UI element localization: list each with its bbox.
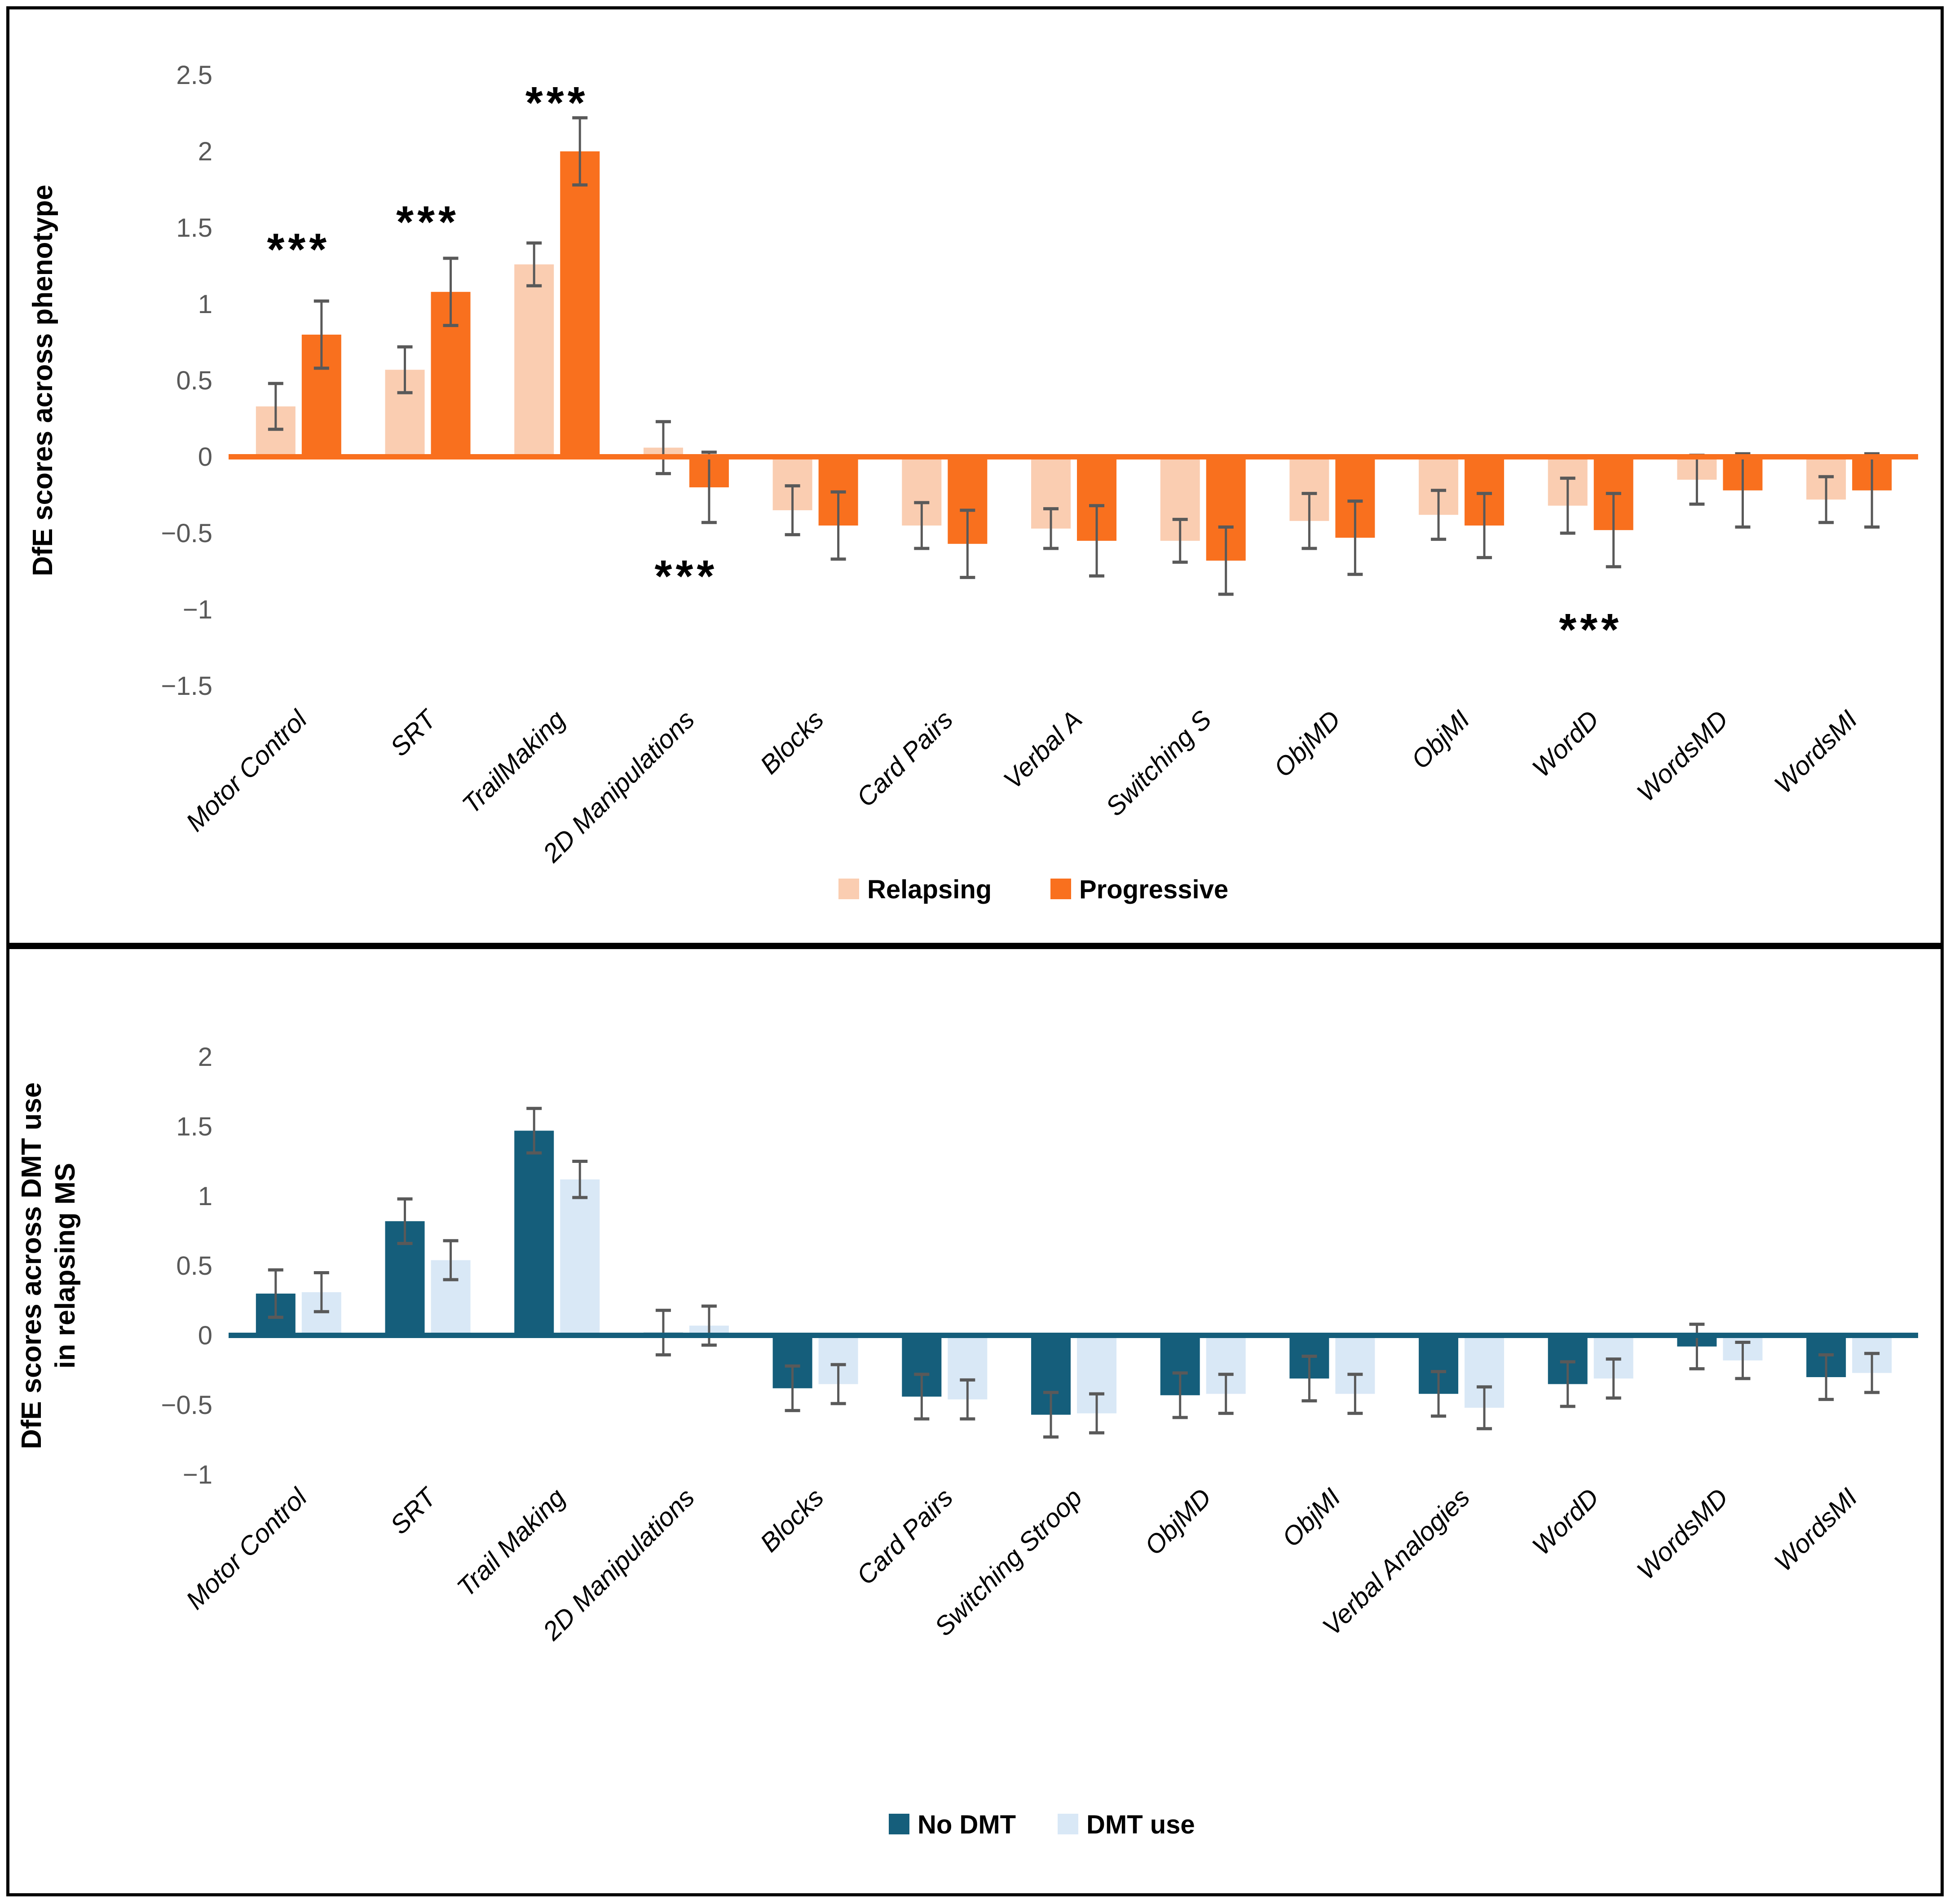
- x-category-label: Verbal A: [998, 705, 1088, 795]
- dmt-chart: 2 1.5 1 0.5 0 −0.5 −1 DfE scores across DMT use…: [16, 1043, 1918, 1839]
- legend-swatch-no-dmt: [889, 1814, 909, 1834]
- y-axis-title: DfE scores across phenotype: [27, 185, 58, 576]
- x-category-label: Motor Control: [181, 704, 313, 837]
- y-tick-label: 2: [198, 1043, 212, 1072]
- legend-label-dmt-use: DMT use: [1086, 1810, 1195, 1839]
- y-tick-label: 0.5: [176, 1251, 212, 1281]
- legend-swatch-relapsing: [838, 879, 859, 899]
- bar-no-dmt: [514, 1131, 554, 1335]
- significance-stars: ***: [655, 551, 718, 601]
- bar-progressive: [560, 151, 600, 457]
- y-tick-label: 0.5: [176, 366, 212, 395]
- x-category-label: Blocks: [754, 1483, 829, 1558]
- y-tick-label: 0: [198, 442, 212, 472]
- dmt-chart-panel: 2 1.5 1 0.5 0 −0.5 −1 DfE scores across DMT use…: [6, 946, 1944, 1896]
- significance-stars: ***: [1559, 605, 1622, 655]
- x-category-label: ObjMD: [1268, 705, 1346, 783]
- y-tick-label: −1.5: [161, 671, 213, 701]
- bar-dmt-use: [560, 1179, 600, 1335]
- phenotype-chart: 2.5 2 1.5 1 0.5 0 −0.5 −1 −1.5 DfE scores across …: [27, 61, 1918, 904]
- legend-label-progressive: Progressive: [1079, 875, 1228, 904]
- significance-stars: ***: [396, 197, 459, 247]
- y-tick-label: −1: [183, 595, 212, 624]
- x-category-label: Motor Control: [181, 1482, 313, 1615]
- x-category-label: WordD: [1526, 705, 1605, 783]
- legend-swatch-progressive: [1050, 879, 1071, 899]
- bar-relapsing: [514, 264, 554, 457]
- x-category-label: WordsMI: [1769, 705, 1863, 799]
- y-tick-label: 1: [198, 1182, 212, 1211]
- y-tick-label: −0.5: [161, 1391, 213, 1420]
- x-category-label: SRT: [384, 704, 443, 762]
- x-category-label: WordD: [1526, 1483, 1605, 1561]
- x-category-label: WordsMD: [1631, 705, 1734, 807]
- y-tick-label: 1.5: [176, 1112, 212, 1141]
- y-tick-label: −1: [183, 1460, 212, 1489]
- legend-label-relapsing: Relapsing: [867, 875, 992, 904]
- x-category-label: Trail Making: [451, 1483, 571, 1602]
- x-category-label: Card Pairs: [851, 1483, 959, 1590]
- y-tick-label: −0.5: [161, 519, 213, 548]
- phenotype-chart-panel: 2.5 2 1.5 1 0.5 0 −0.5 −1 −1.5 DfE scores across …: [6, 6, 1944, 946]
- x-category-label: Card Pairs: [851, 705, 959, 813]
- y-axis-title: DfE scores across DMT use: [16, 1082, 47, 1449]
- y-tick-label: 2: [198, 137, 212, 166]
- x-category-label: WordsMD: [1631, 1483, 1734, 1585]
- y-axis-title: in relapsing MS: [50, 1163, 81, 1369]
- x-category-label: SRT: [384, 1482, 443, 1540]
- x-category-label: WordsMI: [1769, 1483, 1863, 1577]
- significance-stars: ***: [525, 78, 589, 128]
- y-tick-label: 2.5: [176, 61, 212, 90]
- x-category-label: Switching S: [1100, 705, 1217, 822]
- x-category-label: ObjMI: [1276, 1483, 1346, 1552]
- significance-stars: ***: [267, 225, 330, 275]
- legend-swatch-dmt-use: [1058, 1814, 1078, 1834]
- x-category-label: Blocks: [754, 705, 829, 780]
- x-category-label: ObjMI: [1406, 705, 1475, 774]
- legend-label-no-dmt: No DMT: [918, 1810, 1016, 1839]
- y-tick-label: 1.5: [176, 213, 212, 243]
- y-tick-label: 1: [198, 290, 212, 319]
- x-category-label: TrailMaking: [457, 705, 571, 819]
- x-category-label: ObjMD: [1139, 1483, 1217, 1561]
- y-tick-label: 0: [198, 1321, 212, 1350]
